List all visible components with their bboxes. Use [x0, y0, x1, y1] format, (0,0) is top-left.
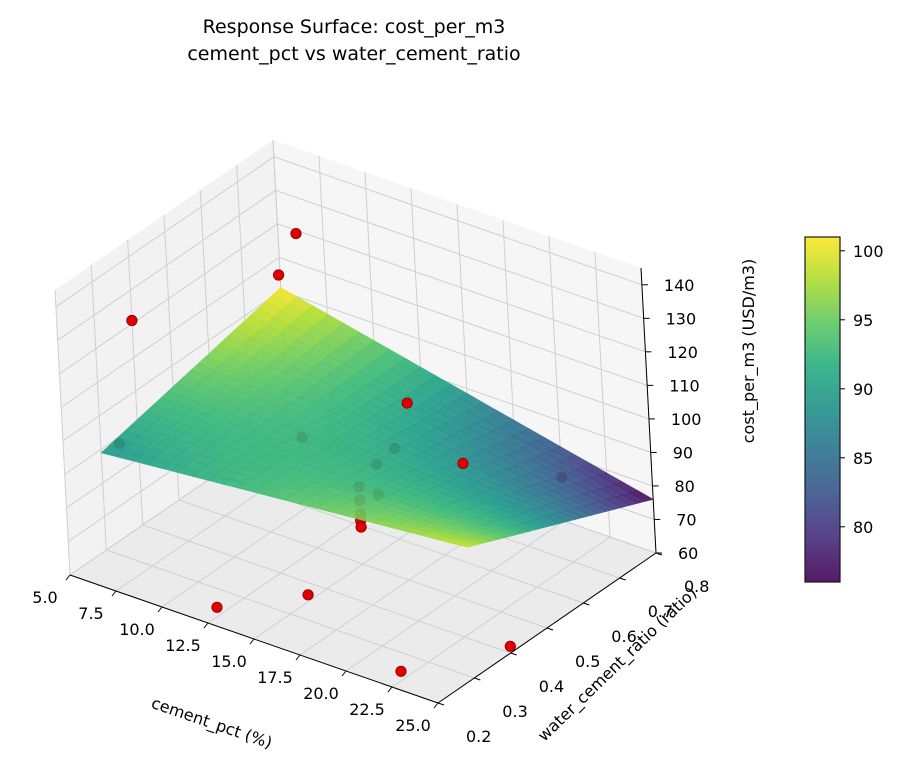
x-tick: [65, 574, 71, 581]
colorbar-ticks: 80 85 90 95 100: [840, 242, 884, 537]
x-axis-label: cement_pct (%): [149, 693, 275, 753]
y-tick-label: 0.7: [648, 602, 673, 621]
response-surface: [100, 287, 655, 548]
x-tick-label: 12.5: [165, 636, 201, 655]
y-tick: [510, 652, 517, 656]
y-tick-label: 0.4: [539, 677, 564, 696]
data-point: [211, 601, 223, 613]
x-tick: [341, 670, 347, 677]
colorbar-gradient: [804, 236, 841, 583]
z-tick-label: 70: [676, 511, 696, 530]
colorbar: 80 85 90 95 100: [804, 236, 884, 583]
x-tick-label: 22.5: [349, 700, 385, 719]
x-tick: [111, 590, 117, 597]
y-tick-label: 0.8: [684, 577, 709, 596]
x-tick: [157, 606, 163, 613]
z-tick-label: 90: [673, 443, 693, 462]
data-point: [504, 640, 516, 652]
z-tick-label: 110: [669, 376, 700, 395]
data-point: [126, 314, 138, 327]
chart-title-line2: cement_pct vs water_cement_ratio: [187, 43, 520, 65]
data-point: [272, 269, 285, 281]
data-point: [302, 589, 314, 601]
x-tick-label: 17.5: [257, 668, 293, 687]
y-tick-label: 0.2: [466, 727, 491, 746]
x-tick-label: 15.0: [211, 652, 247, 671]
z-tick-label: 120: [667, 343, 698, 362]
y-tick-label: 0.6: [611, 627, 636, 646]
z-gridline: [55, 156, 643, 308]
colorbar-tick-label: 80: [853, 518, 873, 537]
y-tick: [437, 702, 445, 706]
data-point: [290, 228, 302, 240]
data-point: [355, 521, 367, 533]
chart-title-line1: Response Surface: cost_per_m3: [203, 16, 506, 38]
x-tick-label: 5.0: [32, 588, 57, 607]
data-point: [457, 457, 469, 469]
x-tick: [203, 622, 209, 629]
colorbar-tick-label: 95: [853, 311, 873, 330]
colorbar-tick-label: 100: [853, 242, 884, 261]
z-gridline: [57, 189, 644, 341]
z-axis-line: [640, 267, 657, 554]
y-tick-label: 0.5: [575, 652, 600, 671]
y-tick-label: 0.3: [502, 702, 527, 721]
x-tick: [295, 654, 301, 661]
y-tick: [546, 627, 554, 631]
y-tick: [474, 677, 481, 681]
x-tick-label: 10.0: [119, 620, 155, 639]
data-point: [401, 397, 413, 409]
z-tick-label: 80: [675, 477, 695, 496]
z-gridline: [60, 256, 648, 408]
x-tick-label: 7.5: [78, 604, 103, 623]
z-axis-label: cost_per_m3 (USD/m3): [739, 259, 759, 443]
x-tick-label: 20.0: [303, 684, 339, 703]
z-tick-label: 130: [666, 309, 697, 328]
colorbar-tick-label: 90: [853, 380, 873, 399]
data-point: [395, 665, 407, 677]
y-tick: [583, 602, 590, 606]
x-tick: [387, 686, 393, 693]
surface-patch: [100, 445, 125, 458]
y-tick: [619, 577, 626, 581]
axes: 5.0 7.5 10.0 12.5 15.0 17.5 20.0 22.5 25.0 0.2 0.3…: [32, 267, 709, 746]
x-tick: [433, 702, 439, 709]
x-tick-label: 25.0: [395, 716, 431, 735]
colorbar-tick-label: 85: [853, 449, 873, 468]
z-tick-label: 140: [664, 276, 695, 295]
z-tick-label: 60: [678, 544, 698, 563]
z-tick-label: 100: [671, 410, 702, 429]
points-in-front: [126, 228, 469, 677]
x-tick: [249, 638, 255, 645]
